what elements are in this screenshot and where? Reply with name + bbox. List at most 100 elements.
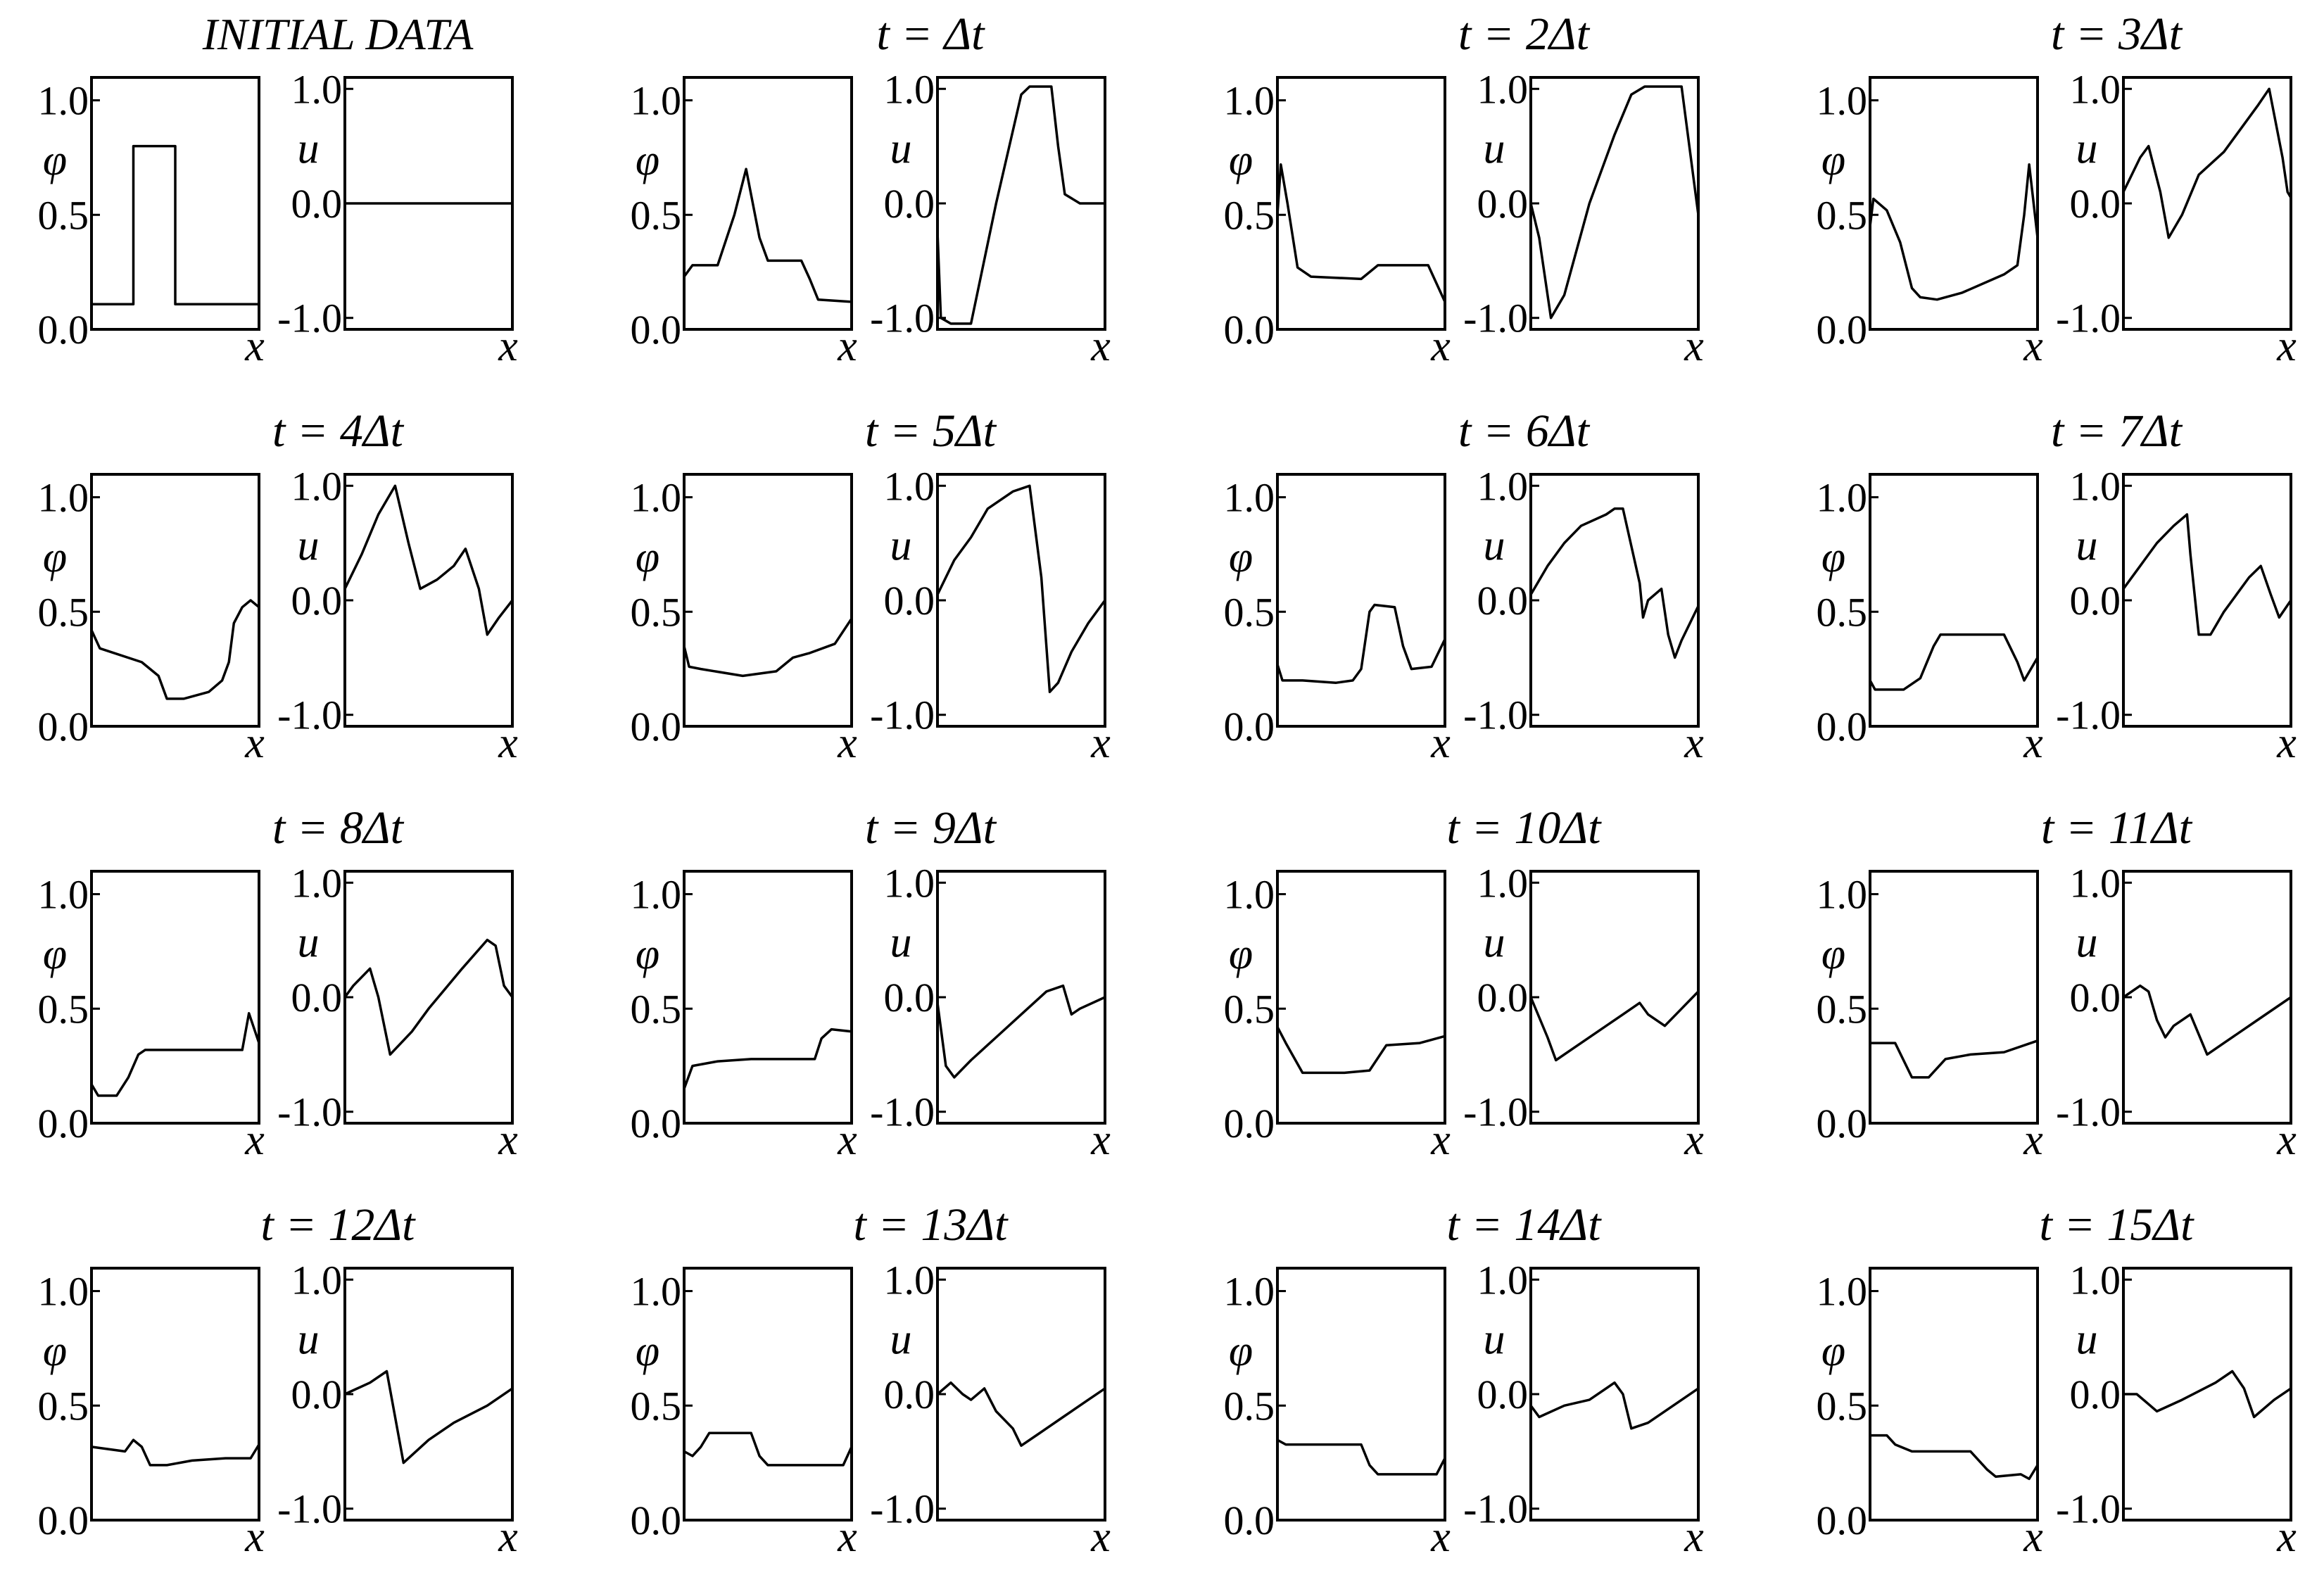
phi-tick-label: 0.5 bbox=[1224, 1383, 1275, 1429]
phi-plot-frame bbox=[90, 473, 260, 728]
phi-plot-frame bbox=[1869, 473, 2039, 728]
phi-series-line bbox=[683, 618, 853, 678]
x-axis-label: x bbox=[2276, 1116, 2297, 1164]
panel-title: t = 14Δt bbox=[1447, 1199, 1603, 1251]
phi-tick-label: 0.5 bbox=[1817, 589, 1868, 635]
u-axis-label: u bbox=[1484, 919, 1505, 967]
u-tick-label: -1.0 bbox=[277, 1486, 342, 1532]
phi-tick-label: 0.0 bbox=[1224, 1101, 1275, 1146]
u-series-line bbox=[936, 1381, 1106, 1447]
phi-tick-label: 1.0 bbox=[38, 78, 89, 124]
u-tick-label: -1.0 bbox=[1463, 1089, 1528, 1135]
u-tick-label: 0.0 bbox=[1477, 1372, 1529, 1417]
x-axis-label: x bbox=[837, 1513, 857, 1561]
phi-tick-label: 0.5 bbox=[1224, 986, 1275, 1032]
u-series-line bbox=[1529, 85, 1700, 320]
x-axis-label: x bbox=[1684, 1513, 1704, 1561]
phi-subplot: 1.0 0.5 0.0 φ x bbox=[1224, 473, 1451, 767]
phi-series-line bbox=[1870, 1434, 2039, 1481]
phi-subplot: 1.0 0.5 0.0 φ x bbox=[631, 1267, 857, 1561]
phi-tick-label: 0.0 bbox=[1224, 307, 1275, 353]
panel-title: t = 9Δt bbox=[865, 802, 997, 854]
panel-title: t = 15Δt bbox=[2040, 1199, 2195, 1251]
panel: t = 14Δt 1.0 0.5 0.0 φ x 1.0 0.0 -1.0 u x bbox=[1224, 1199, 1705, 1561]
phi-tick-label: 1.0 bbox=[631, 872, 682, 918]
u-tick-label: -1.0 bbox=[277, 296, 342, 341]
u-tick-label: -1.0 bbox=[277, 692, 342, 738]
panel: t = 3Δt 1.0 0.5 0.0 φ x 1.0 0.0 -1.0 u x bbox=[1817, 8, 2297, 370]
phi-subplot: 1.0 0.5 0.0 φ x bbox=[631, 76, 857, 370]
phi-axis-label: φ bbox=[636, 533, 659, 581]
phi-tick-label: 1.0 bbox=[631, 78, 682, 124]
phi-axis-label: φ bbox=[1229, 533, 1253, 581]
phi-axis-label: φ bbox=[1821, 930, 1845, 978]
phi-tick-label: 0.5 bbox=[1817, 1383, 1868, 1429]
u-axis-label: u bbox=[890, 1316, 912, 1364]
phi-tick-label: 1.0 bbox=[38, 1269, 89, 1315]
x-axis-label: x bbox=[2276, 1513, 2297, 1561]
u-subplot: 1.0 0.0 -1.0 u x bbox=[277, 463, 518, 767]
panel-title: t = 2Δt bbox=[1458, 8, 1591, 60]
u-series-line bbox=[2122, 513, 2292, 636]
u-subplot: 1.0 0.0 -1.0 u x bbox=[1463, 860, 1704, 1164]
u-plot-frame bbox=[1529, 76, 1700, 331]
panel: t = 5Δt 1.0 0.5 0.0 φ x 1.0 0.0 -1.0 u x bbox=[631, 405, 1111, 767]
phi-series-line bbox=[683, 167, 852, 303]
phi-tick-label: 0.5 bbox=[631, 986, 682, 1032]
u-axis-label: u bbox=[890, 522, 912, 570]
u-tick-label: 0.0 bbox=[291, 181, 343, 227]
phi-tick-label: 0.0 bbox=[38, 1498, 89, 1543]
u-tick-label: 1.0 bbox=[884, 860, 935, 906]
x-axis-label: x bbox=[1090, 719, 1111, 767]
u-tick-label: 1.0 bbox=[884, 1257, 935, 1303]
phi-tick-label: 1.0 bbox=[1224, 1269, 1275, 1315]
u-tick-label: 0.0 bbox=[1477, 578, 1529, 624]
phi-subplot: 1.0 0.5 0.0 φ x bbox=[1817, 1267, 2043, 1561]
u-tick-label: -1.0 bbox=[2056, 692, 2121, 738]
phi-series-line bbox=[1869, 633, 2039, 691]
u-tick-label: 0.0 bbox=[884, 1372, 935, 1417]
phi-tick-label: 0.5 bbox=[38, 1383, 89, 1429]
x-axis-label: x bbox=[498, 322, 518, 370]
phi-tick-label: 0.0 bbox=[38, 307, 89, 353]
x-axis-label: x bbox=[1684, 719, 1704, 767]
phi-tick-label: 0.5 bbox=[1224, 192, 1275, 238]
u-tick-label: -1.0 bbox=[870, 296, 935, 341]
phi-tick-label: 0.0 bbox=[38, 1101, 89, 1146]
phi-tick-label: 0.5 bbox=[631, 1383, 682, 1429]
u-subplot: 1.0 0.0 -1.0 u x bbox=[277, 860, 518, 1164]
phi-tick-label: 0.0 bbox=[631, 1101, 682, 1146]
u-axis-label: u bbox=[2076, 919, 2098, 967]
phi-axis-label: φ bbox=[43, 1327, 67, 1375]
u-tick-label: 1.0 bbox=[884, 66, 935, 112]
u-tick-label: 0.0 bbox=[291, 1372, 343, 1417]
phi-tick-label: 0.5 bbox=[38, 192, 89, 238]
u-tick-label: 0.0 bbox=[1477, 975, 1529, 1020]
phi-tick-label: 0.5 bbox=[631, 589, 682, 635]
phi-axis-label: φ bbox=[43, 137, 67, 184]
phi-subplot: 1.0 0.5 0.0 φ x bbox=[1224, 76, 1451, 370]
u-subplot: 1.0 0.0 -1.0 u x bbox=[1463, 1257, 1704, 1561]
u-plot-frame bbox=[1529, 1267, 1700, 1522]
u-series-line bbox=[2122, 87, 2292, 239]
phi-tick-label: 0.0 bbox=[1224, 1498, 1275, 1543]
u-tick-label: 1.0 bbox=[291, 66, 343, 112]
phi-tick-label: 1.0 bbox=[1224, 475, 1275, 521]
phi-subplot: 1.0 0.5 0.0 φ x bbox=[38, 473, 265, 767]
phi-axis-label: φ bbox=[1229, 930, 1253, 978]
u-plot-frame bbox=[2122, 76, 2292, 331]
u-subplot: 1.0 0.0 -1.0 u x bbox=[277, 66, 518, 370]
x-axis-label: x bbox=[837, 322, 857, 370]
panel: t = 11Δt 1.0 0.5 0.0 φ x 1.0 0.0 -1.0 u x bbox=[1817, 802, 2297, 1164]
x-axis-label: x bbox=[2023, 322, 2043, 370]
u-series-line bbox=[344, 1370, 513, 1465]
phi-subplot: 1.0 0.5 0.0 φ x bbox=[1817, 76, 2043, 370]
x-axis-label: x bbox=[2023, 1116, 2043, 1164]
phi-tick-label: 0.5 bbox=[1224, 589, 1275, 635]
phi-series-line bbox=[1870, 1039, 2038, 1079]
u-axis-label: u bbox=[298, 522, 320, 570]
u-tick-label: 1.0 bbox=[1477, 860, 1529, 906]
phi-axis-label: φ bbox=[1821, 1327, 1845, 1375]
x-axis-label: x bbox=[2023, 1513, 2043, 1561]
u-subplot: 1.0 0.0 -1.0 u x bbox=[2056, 860, 2297, 1164]
